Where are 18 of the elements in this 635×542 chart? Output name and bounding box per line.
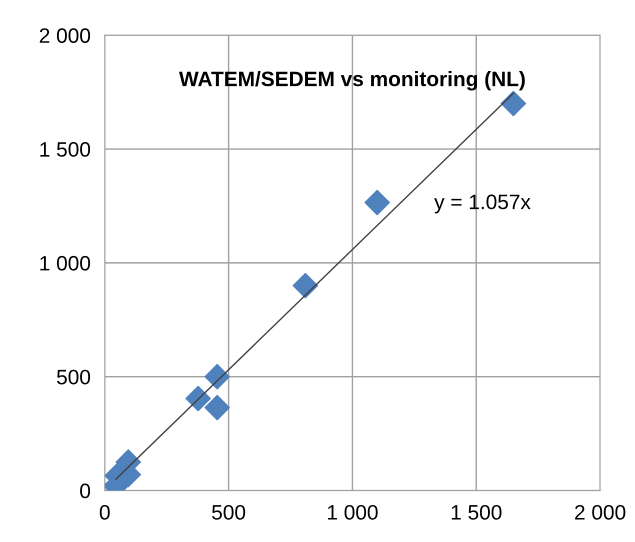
text: WATEM/SEDEM vs monitoring (NL) bbox=[179, 70, 525, 90]
y-tick-label: 1 500 bbox=[40, 142, 90, 157]
x-tick-label: 0 bbox=[100, 504, 110, 520]
point bbox=[292, 272, 318, 298]
annotation: y = 1.057x bbox=[434, 194, 531, 214]
y-tick-label: 500 bbox=[56, 370, 90, 384]
x-tick-label: 1 500 bbox=[452, 504, 502, 520]
x-tick-label: 1 000 bbox=[328, 504, 378, 520]
point bbox=[204, 394, 230, 420]
point bbox=[364, 190, 390, 216]
x-tick-label: 500 bbox=[212, 504, 246, 520]
y-tick-label: 0 bbox=[80, 484, 90, 498]
point bbox=[204, 364, 230, 390]
point bbox=[185, 386, 211, 412]
y-tick-label: 2 000 bbox=[40, 28, 90, 43]
y-tick-label: 1 000 bbox=[40, 256, 90, 271]
point bbox=[500, 90, 526, 116]
x-tick-label: 2 000 bbox=[575, 504, 626, 520]
